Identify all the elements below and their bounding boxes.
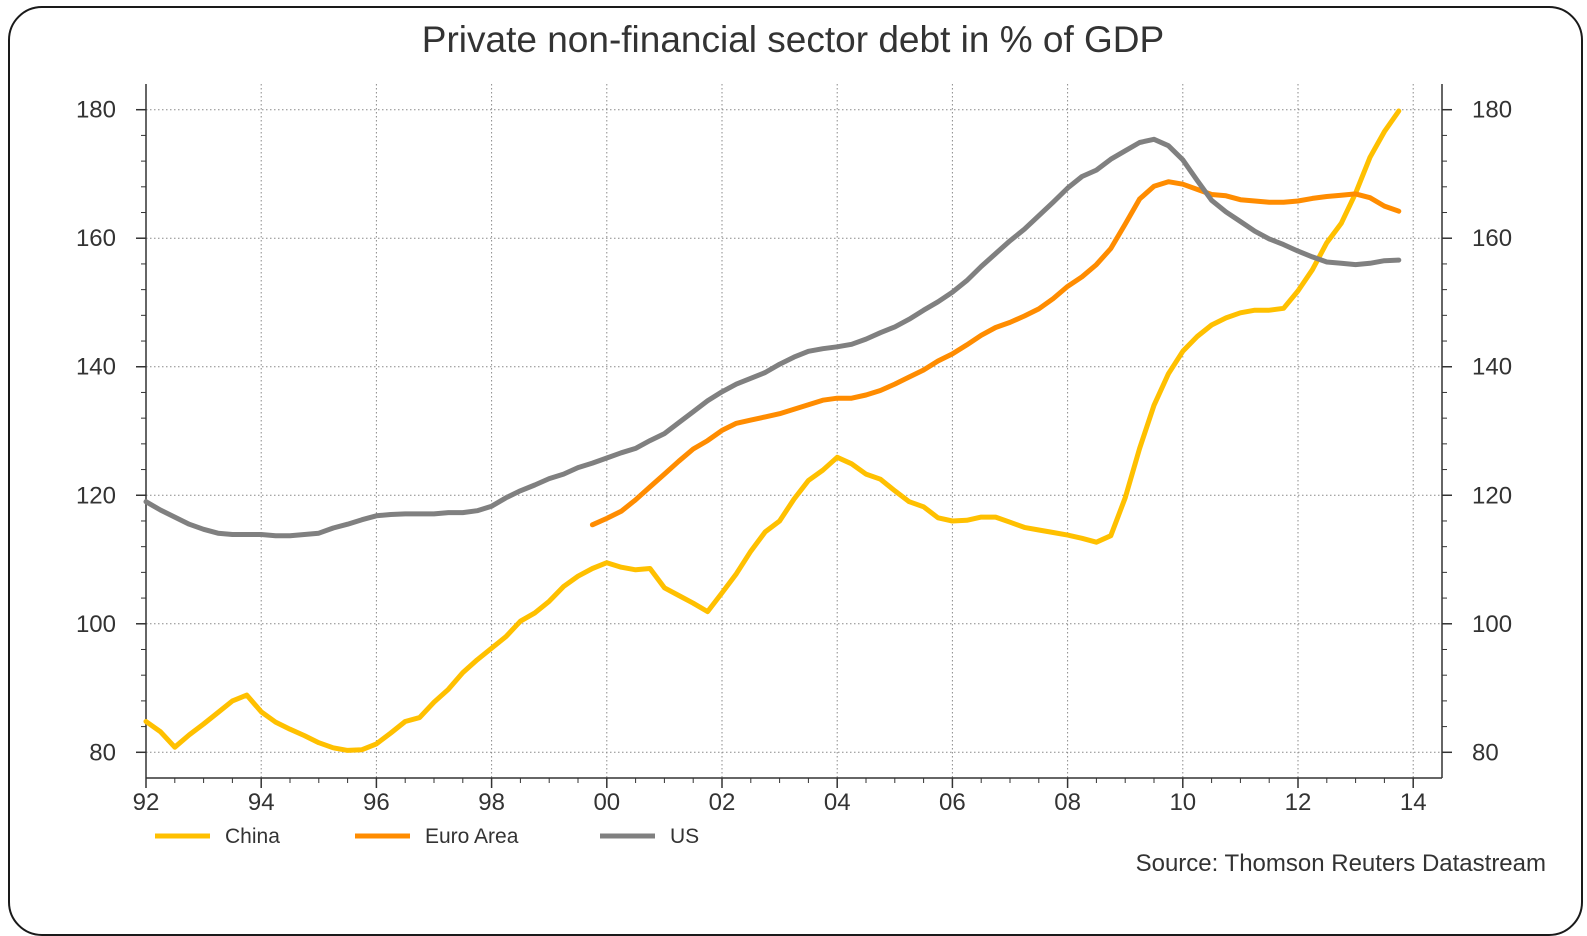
y-tick-label-right: 100 xyxy=(1472,611,1512,638)
axes: 92 94 96 98 00 02 04 06 08 10 12 14 80 80 100 100 120 120… xyxy=(76,84,1512,816)
y-tick-label-right: 140 xyxy=(1472,354,1512,381)
legend: China Euro Area US xyxy=(155,825,699,848)
x-tick-label: 14 xyxy=(1400,789,1427,816)
source-note: Source: Thomson Reuters Datastream xyxy=(1136,850,1546,877)
y-tick-label-right: 80 xyxy=(1472,739,1499,766)
x-tick-label: 00 xyxy=(593,789,620,816)
y-tick-label-left: 120 xyxy=(76,482,116,509)
series-line-us xyxy=(143,136,1402,539)
chart-title: Private non-financial sector debt in % o… xyxy=(422,19,1164,60)
y-tick-label-right: 120 xyxy=(1472,482,1512,509)
x-tick-label: 10 xyxy=(1169,789,1196,816)
gridlines xyxy=(146,84,1442,778)
x-tick-label: 02 xyxy=(709,789,736,816)
y-tick-label-left: 140 xyxy=(76,354,116,381)
x-tick-label: 94 xyxy=(248,789,275,816)
x-tick-label: 92 xyxy=(133,789,160,816)
y-tick-label-left: 80 xyxy=(89,739,116,766)
x-tick-label: 96 xyxy=(363,789,390,816)
series-line-china xyxy=(143,108,1402,753)
x-tick-label: 12 xyxy=(1285,789,1312,816)
chart: Private non-financial sector debt in % o… xyxy=(76,19,1546,877)
x-tick-label: 04 xyxy=(824,789,851,816)
y-tick-label-right: 180 xyxy=(1472,97,1512,124)
x-tick-label: 98 xyxy=(478,789,505,816)
legend-label-china: China xyxy=(225,825,280,848)
series-line-euro-area xyxy=(589,179,1402,528)
legend-label-us: US xyxy=(670,825,699,848)
series-lines xyxy=(143,108,1402,753)
y-tick-label-left: 100 xyxy=(76,611,116,638)
y-tick-label-right: 160 xyxy=(1472,225,1512,252)
y-tick-label-left: 180 xyxy=(76,97,116,124)
y-tick-label-left: 160 xyxy=(76,225,116,252)
legend-label-euro-area: Euro Area xyxy=(425,825,519,848)
x-tick-label: 06 xyxy=(939,789,966,816)
x-tick-label: 08 xyxy=(1054,789,1081,816)
